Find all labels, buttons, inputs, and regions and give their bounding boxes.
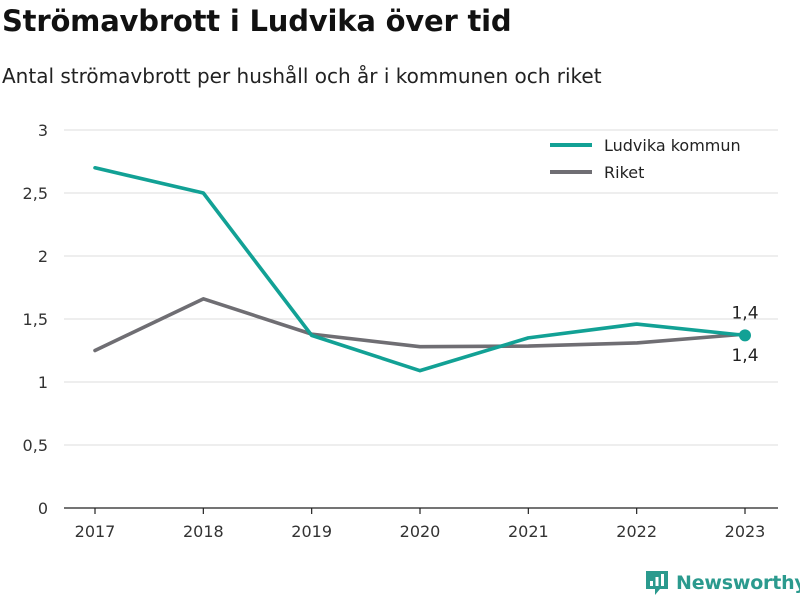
x-tick-label: 2023 [725,522,766,541]
x-axis-ticks: 2017 2018 2019 2020 2021 2022 2023 [75,508,766,541]
brand-name: Newsworthy [676,572,800,594]
series-line-riket [93,297,747,353]
y-tick-label: 2 [38,247,48,266]
y-tick-label: 1 [38,373,48,392]
x-tick-label: 2017 [75,522,116,541]
line-chart: 00,511,522,53 2017 2018 2019 2020 2021 2022 20… [23,121,778,541]
newsworthy-logo-icon [646,571,668,595]
legend-background [541,131,765,189]
gridlines [64,129,778,509]
legend-label: Riket [604,163,644,182]
legend-label: Ludvika kommun [604,136,741,155]
legend: Ludvika kommun Riket [541,131,765,189]
value-annotation-label: 1,4 [731,303,758,323]
y-tick-label: 2,5 [23,184,48,203]
y-tick-label: 0 [38,499,48,518]
y-tick-label: 1,5 [23,310,48,329]
chart-title: Strömavbrott i Ludvika över tid [2,4,512,38]
series-end-marker [739,329,751,342]
y-tick-label: 0,5 [23,436,48,455]
x-tick-label: 2022 [616,522,657,541]
newsworthy-brand: Newsworthy [644,568,800,598]
series-line-ludvika-kommun [93,166,747,373]
y-axis-ticks: 0 0,5 1 1,5 2 2,5 3 [23,121,48,518]
x-tick-label: 2020 [400,522,441,541]
y-tick-label: 3 [38,121,48,140]
x-tick-label: 2021 [508,522,549,541]
x-tick-label: 2019 [291,522,332,541]
x-tick-label: 2018 [183,522,224,541]
series-lines [93,166,751,373]
value-annotations: 1,4 1,4 [731,303,758,366]
value-annotation-label: 1,4 [731,346,758,366]
chart-subtitle: Antal strömavbrott per hushåll och år i … [2,64,602,88]
